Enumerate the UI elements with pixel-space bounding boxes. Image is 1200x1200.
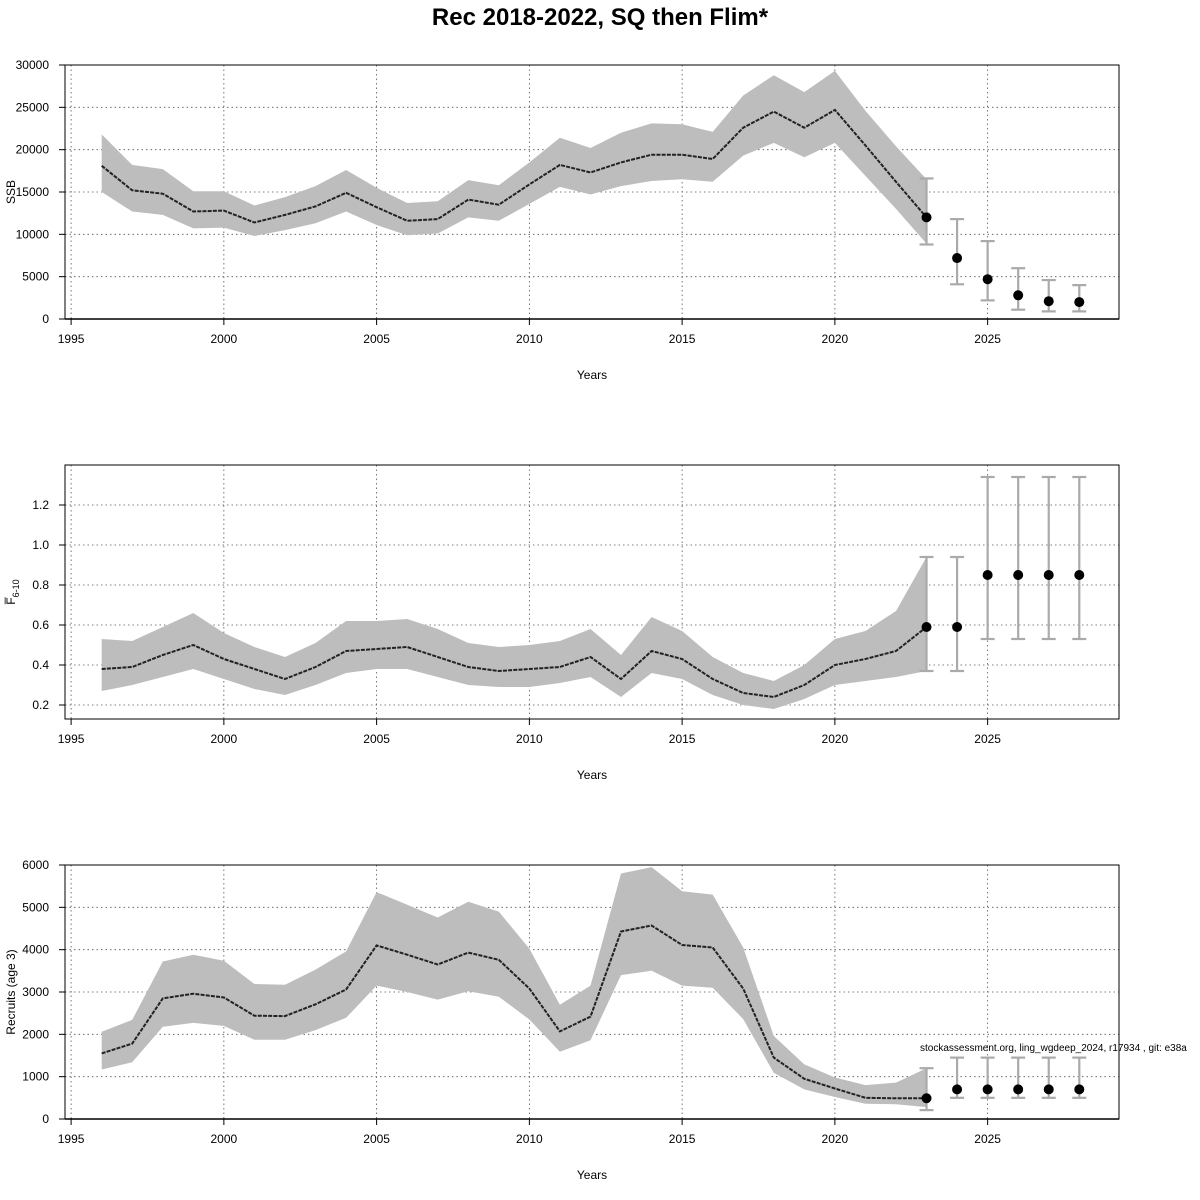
ssb-panel: 1995 2000 2005 2010 2015 2020 2025 0 5000 10000 15… [4, 58, 1120, 382]
recruits-forecast-point-2025 [982, 1084, 993, 1095]
fbar-plot-frame [64, 464, 1120, 720]
recruits-panel: 1995 2000 2005 2010 2015 2020 2025 0 1000 2000 300… [4, 858, 1120, 1182]
fbar-xtick-label-2020: 2020 [822, 732, 849, 746]
ssb-ytick-label-25000: 25000 [16, 100, 50, 114]
recruits-ytick-label-5000: 5000 [22, 900, 49, 914]
ssb-ytick-label-10000: 10000 [16, 227, 50, 241]
recruits-xtick-label-2000: 2000 [211, 1132, 238, 1146]
fbar-ytick-label-1.2: 1.2 [32, 498, 49, 512]
ssb-ytick-label-15000: 15000 [16, 185, 50, 199]
fbar-xtick-label-2010: 2010 [516, 732, 543, 746]
ssb-x-axis-label: Years [577, 368, 607, 382]
ssb-forecast-errorbar-2024 [950, 217, 965, 286]
recruits-forecast-point-2027 [1043, 1084, 1054, 1095]
fbar-ytick-label-0.4: 0.4 [32, 658, 49, 672]
fbar-ytick-label-1: 1.0 [32, 538, 49, 552]
fbar-xtick-label-2000: 2000 [211, 732, 238, 746]
fbar-xtick-label-2015: 2015 [669, 732, 696, 746]
fbar-y-axis-label: F̅6-10 [4, 579, 21, 604]
fbar-forecast-errorbar-2027 [1041, 475, 1056, 641]
ssb-xtick-label-2020: 2020 [822, 332, 849, 346]
fbar-ytick-label-0.8: 0.8 [32, 578, 49, 592]
fbar-x-axis-label: Years [577, 768, 607, 782]
recruits-forecast-point-2028 [1074, 1084, 1085, 1095]
ssb-ytick-label-20000: 20000 [16, 143, 50, 157]
fbar-forecast-errorbar-2023 [919, 555, 934, 673]
fbar-forecast-errorbar-2026 [1011, 475, 1026, 641]
ssb-forecast-errorbar-2027 [1041, 278, 1056, 313]
fbar-xtick-label-1995: 1995 [58, 732, 85, 746]
fbar-forecast-point-2027 [1043, 570, 1054, 580]
recruits-xtick-label-1995: 1995 [58, 1132, 85, 1146]
fbar-forecast-errorbar-2024 [950, 555, 965, 673]
ssb-ytick-label-5000: 5000 [22, 270, 49, 284]
recruits-ytick-label-3000: 3000 [22, 985, 49, 999]
fbar-xtick-label-2025: 2025 [974, 732, 1001, 746]
fbar-estimate-line [101, 626, 928, 699]
recruits-confidence-band [101, 867, 927, 1108]
fbar-ytick-label-0.6: 0.6 [32, 618, 49, 632]
ssb-forecast-point-2026 [1013, 290, 1024, 301]
recruits-y-axis-label: Recruits (age 3) [4, 949, 18, 1034]
recruits-x-axis-label: Years [577, 1168, 607, 1182]
source-annotation: stockassessment.org, ling_wgdeep_2024, r… [920, 1043, 1187, 1054]
ssb-xtick-label-2005: 2005 [363, 332, 390, 346]
ssb-forecast-errorbar-2023 [919, 177, 934, 246]
figure-title: Rec 2018-2022, SQ then Flim* [432, 4, 769, 31]
recruits-estimate-line [101, 924, 927, 1100]
ssb-forecast-errorbar-2025 [980, 240, 995, 302]
fbar-forecast-point-2025 [982, 570, 993, 580]
ssb-y-axis-label: SSB [4, 180, 18, 204]
recruits-xtick-label-2005: 2005 [363, 1132, 390, 1146]
recruits-forecast-point-2024 [952, 1084, 963, 1095]
ssb-forecast-point-2024 [952, 253, 963, 264]
recruits-xtick-label-2015: 2015 [669, 1132, 696, 1146]
fbar-forecast-point-2024 [952, 622, 963, 632]
recruits-forecast-point-2026 [1013, 1084, 1024, 1095]
recruits-ytick-label-2000: 2000 [22, 1027, 49, 1041]
fbar-confidence-band [101, 557, 927, 709]
ssb-forecast-point-2023 [921, 212, 932, 223]
ssb-forecast-point-2025 [982, 274, 993, 285]
fbar-xtick-label-2005: 2005 [363, 732, 390, 746]
fbar-panel: 1995 2000 2005 2010 2015 2020 2025 0.2 0.4 0.6 0.8… [4, 464, 1120, 782]
recruits-xtick-label-2020: 2020 [822, 1132, 849, 1146]
ssb-xtick-label-1995: 1995 [58, 332, 85, 346]
ssb-ytick-label-0: 0 [42, 312, 49, 326]
recruits-ytick-label-6000: 6000 [22, 858, 49, 872]
ssb-forecast-point-2027 [1043, 296, 1054, 307]
recruits-ytick-label-0: 0 [42, 1112, 49, 1126]
recruits-xtick-label-2025: 2025 [974, 1132, 1001, 1146]
ssb-forecast-errorbar-2026 [1011, 267, 1026, 311]
ssb-xtick-label-2000: 2000 [211, 332, 238, 346]
fbar-forecast-errorbar-2025 [980, 475, 995, 641]
fbar-forecast-point-2028 [1074, 570, 1085, 580]
ssb-estimate-line [101, 108, 928, 224]
fbar-forecast-point-2026 [1013, 570, 1024, 580]
ssb-ytick-label-30000: 30000 [16, 58, 50, 72]
fbar-forecast-point-2023 [921, 622, 932, 632]
fbar-ytick-label-0.2: 0.2 [32, 698, 49, 712]
ssb-confidence-band [101, 70, 927, 244]
recruits-ytick-label-4000: 4000 [22, 943, 49, 957]
ssb-xtick-label-2010: 2010 [516, 332, 543, 346]
fbar-forecast-errorbar-2028 [1072, 475, 1087, 641]
recruits-ytick-label-1000: 1000 [22, 1070, 49, 1084]
ssb-xtick-label-2025: 2025 [974, 332, 1001, 346]
ssb-xtick-label-2015: 2015 [669, 332, 696, 346]
ssb-forecast-point-2028 [1074, 297, 1085, 308]
recruits-xtick-label-2010: 2010 [516, 1132, 543, 1146]
recruits-forecast-point-2023 [921, 1093, 932, 1104]
